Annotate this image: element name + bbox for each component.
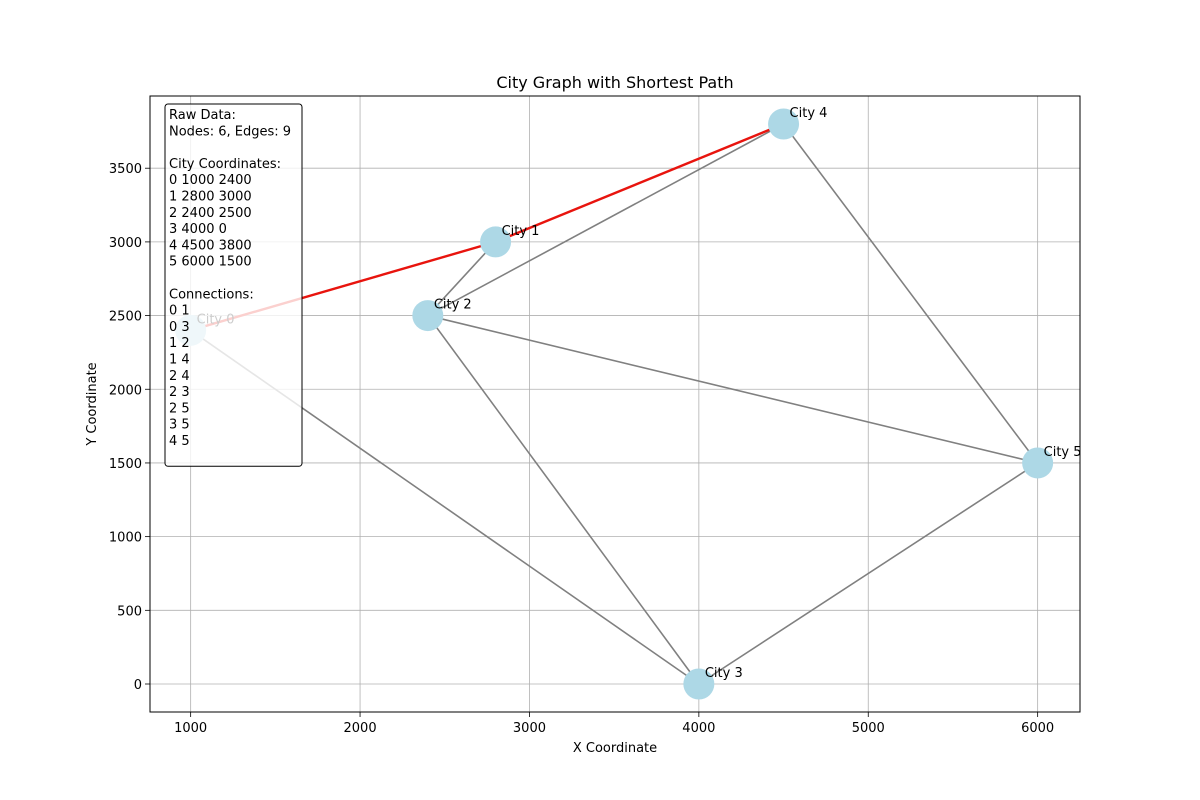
x-tick-label: 2000 (344, 721, 377, 736)
city-node-4 (768, 108, 800, 140)
y-axis-label: Y Coordinate (85, 362, 100, 446)
info-box-line: 1 4 (169, 353, 190, 368)
city-label-3: City 3 (705, 666, 743, 681)
x-tick-label: 1000 (174, 721, 207, 736)
info-box-line: Nodes: 6, Edges: 9 (169, 124, 291, 139)
city-node-1 (480, 226, 512, 258)
info-box-line: 2 3 (169, 385, 190, 400)
x-tick-label: 6000 (1021, 721, 1054, 736)
y-tick-label: 0 (134, 678, 142, 693)
y-tick-label: 3000 (109, 236, 142, 251)
city-node-2 (412, 300, 444, 332)
info-box-line: City Coordinates: (169, 157, 281, 172)
info-box-line: 3 4000 0 (169, 222, 227, 237)
info-box-line: 0 3 (169, 320, 190, 335)
info-box-line: Connections: (169, 287, 254, 302)
info-box-line: 1 2800 3000 (169, 190, 252, 205)
info-box-line: 2 4 (169, 369, 190, 384)
edge-1-2 (427, 241, 497, 317)
info-box-line: 4 5 (169, 434, 190, 449)
city-label-4: City 4 (790, 106, 828, 121)
x-tick-label: 3000 (513, 721, 546, 736)
city-label-1: City 1 (502, 224, 540, 239)
y-tick-label: 3500 (109, 162, 142, 177)
info-box-line: 4 4500 3800 (169, 238, 252, 253)
info-box-line: 0 1 (169, 304, 190, 319)
info-box-line: Raw Data: (169, 108, 236, 123)
y-tick-label: 1000 (109, 531, 142, 546)
city-node-3 (683, 668, 715, 700)
city-label-2: City 2 (434, 298, 472, 313)
city-label-5: City 5 (1044, 445, 1082, 460)
y-tick-label: 1500 (109, 457, 142, 472)
y-tick-label: 500 (117, 604, 142, 619)
tick-layer: 1000 2000 3000 4000 5000 6000 0 500 1000 1500 2000… (109, 162, 1054, 736)
info-box-frame (164, 103, 303, 467)
city-node-5 (1022, 447, 1054, 479)
x-axis-label: X Coordinate (573, 741, 657, 756)
edge-2-5 (427, 314, 1038, 464)
y-tick-label: 2500 (109, 310, 142, 325)
edge-2-3 (427, 315, 700, 685)
info-box-line: 1 2 (169, 336, 190, 351)
x-tick-label: 4000 (682, 721, 715, 736)
x-tick-label: 5000 (852, 721, 885, 736)
grid-layer (150, 96, 1080, 712)
edge-4-5 (782, 123, 1039, 464)
plot-frame (149, 95, 1081, 713)
path-segment-1-4 (495, 122, 785, 244)
chart-title: City Graph with Shortest Path (496, 73, 733, 92)
edge-3-5 (698, 462, 1039, 685)
info-box-line: 2 2400 2500 (169, 206, 252, 221)
info-box: Raw Data:Nodes: 6, Edges: 9 City Coordina… (164, 103, 303, 467)
y-tick-label: 2000 (109, 383, 142, 398)
info-box-line: 5 6000 1500 (169, 255, 252, 270)
edge-2-4 (427, 123, 784, 317)
info-box-line: 0 1000 2400 (169, 173, 252, 188)
info-box-line: 2 5 (169, 401, 190, 416)
info-box-line: 3 5 (169, 418, 190, 433)
